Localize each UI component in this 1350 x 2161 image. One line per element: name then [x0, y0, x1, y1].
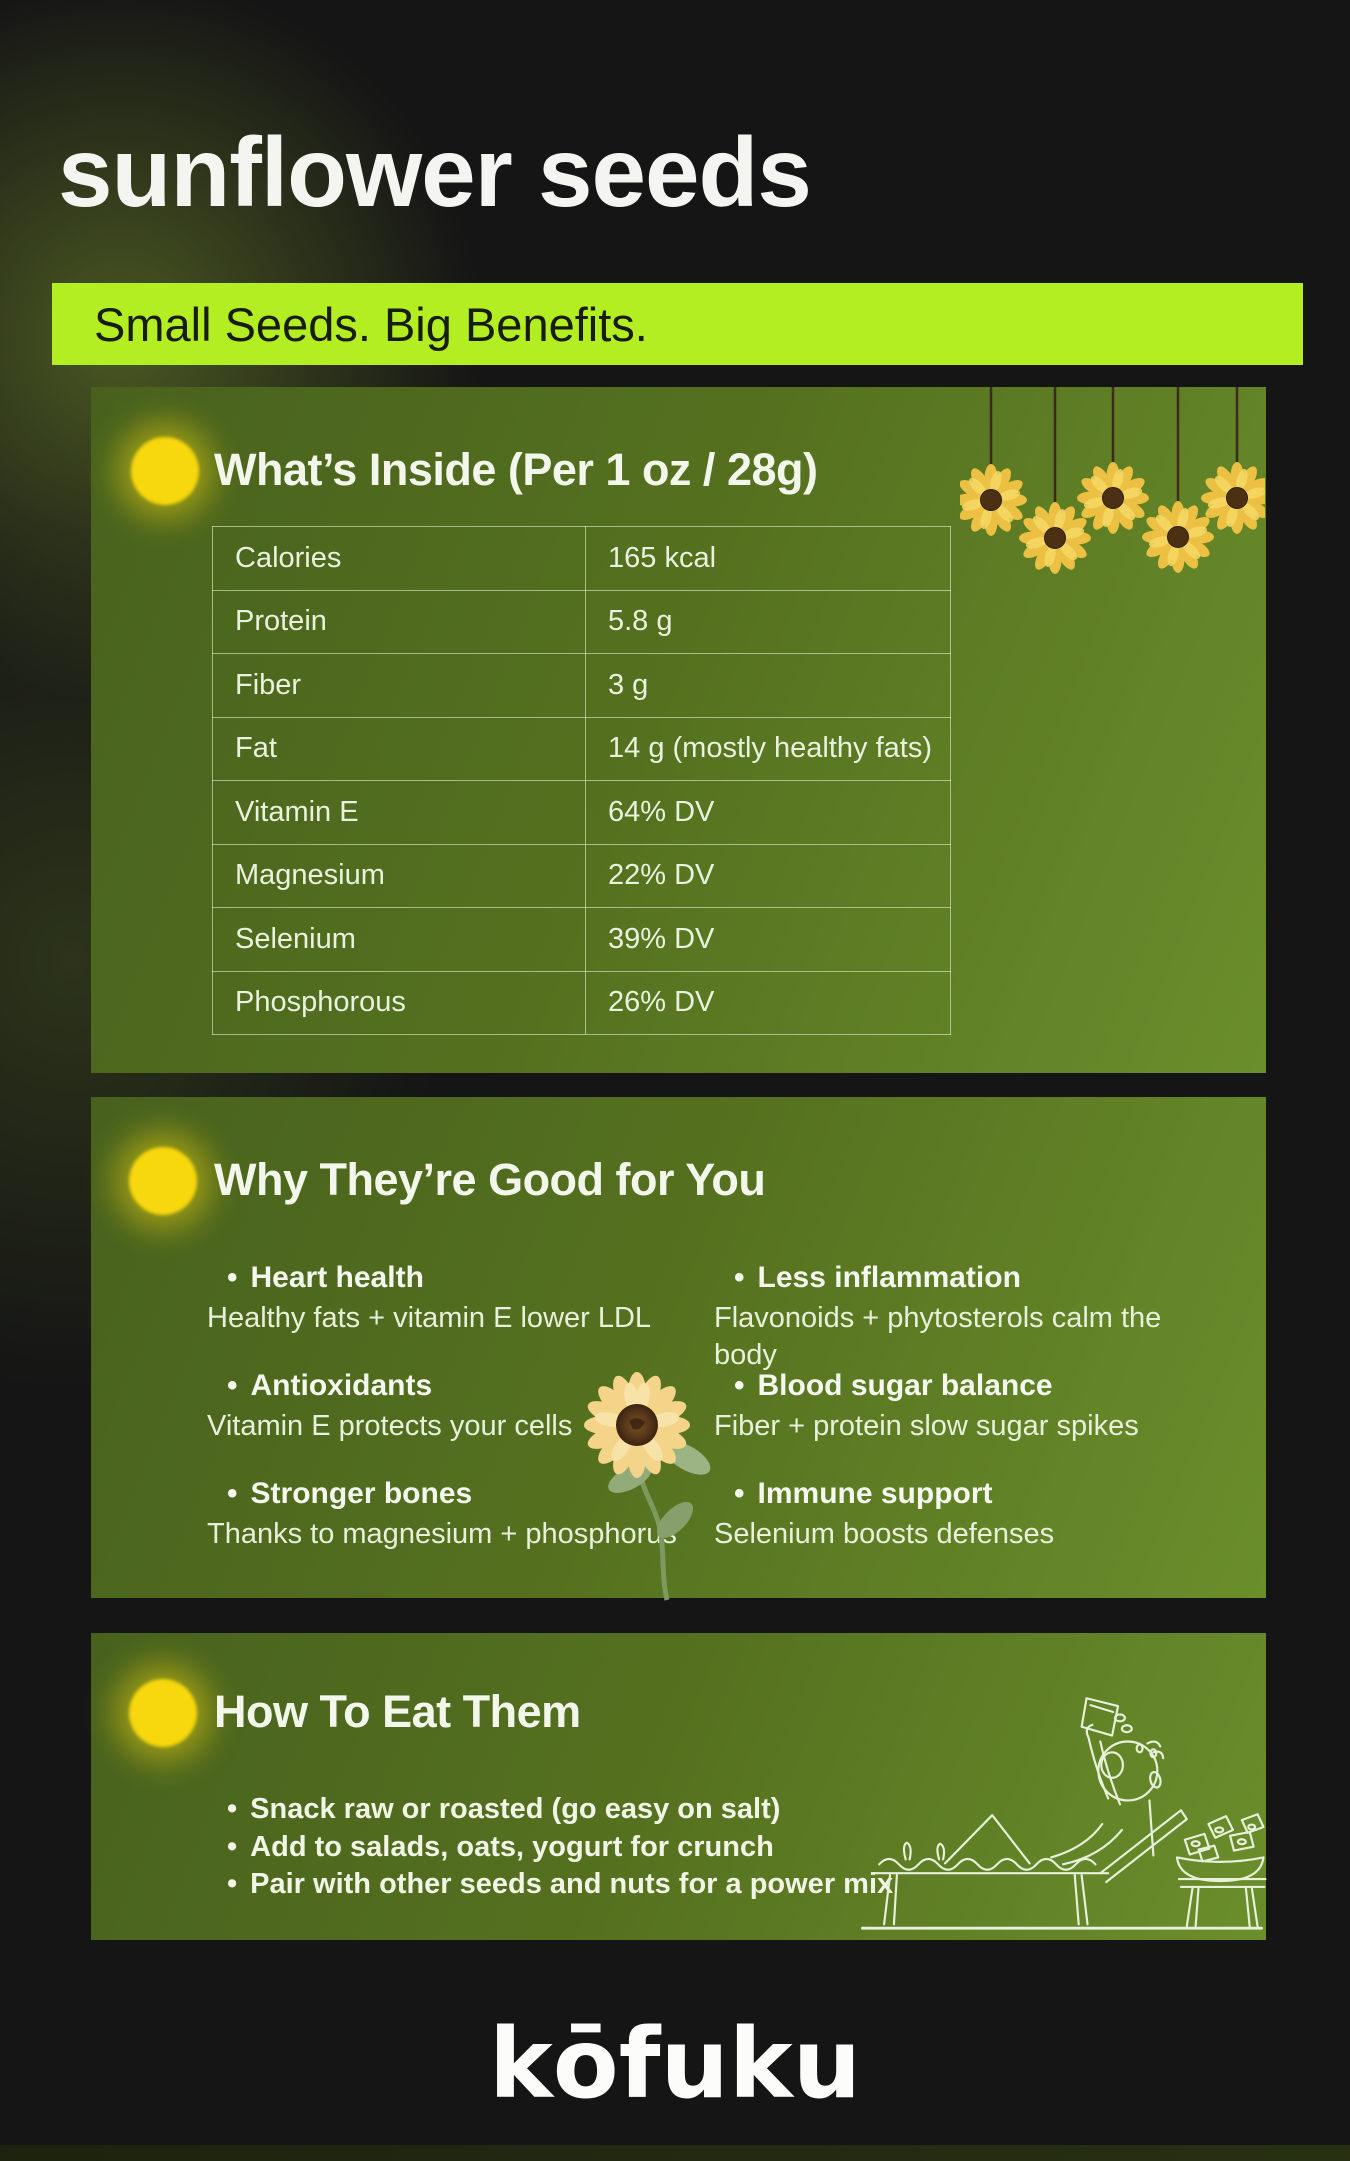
bullet-icon: •	[227, 1261, 238, 1294]
eat-tip-text: Snack raw or roasted (go easy on salt)	[250, 1793, 781, 1825]
benefit-item: • Antioxidants Vitamin E protects your ce…	[207, 1367, 719, 1445]
benefit-item: • Blood sugar balance Fiber + protein slo…	[714, 1367, 1226, 1445]
heading-glow-dot-icon	[131, 437, 199, 505]
benefit-desc: Vitamin E protects your cells	[207, 1410, 573, 1442]
eat-tip-text: Pair with other seeds and nuts for a pow…	[250, 1868, 894, 1900]
table-cell-value: 14 g (mostly healthy fats)	[585, 716, 951, 781]
table-cell-value: 22% DV	[585, 843, 951, 908]
sunflower-icon	[1076, 461, 1150, 535]
bullet-icon: •	[227, 1477, 238, 1510]
benefit-desc: Healthy fats + vitamin E lower LDL	[207, 1302, 652, 1334]
benefits-panel: Why They’re Good for You • Heart health H…	[91, 1097, 1266, 1601]
table-cell-value: 64% DV	[585, 780, 951, 845]
whats-inside-panel: What’s Inside (Per 1 oz / 28g) Calories …	[91, 387, 1266, 1073]
heading-glow-dot-icon	[129, 1679, 197, 1747]
sunflower-icon	[1200, 461, 1265, 535]
list-item: • Snack raw or roasted (go easy on salt)	[227, 1791, 893, 1829]
bullet-icon: •	[227, 1793, 238, 1825]
table-cell-value: 3 g	[585, 653, 951, 718]
table-row: Selenium 39% DV	[212, 907, 951, 972]
table-cell-label: Fiber	[212, 653, 586, 718]
eat-tips-list: • Snack raw or roasted (go easy on salt) …	[227, 1791, 893, 1904]
sunflower-head	[584, 1372, 690, 1478]
benefit-desc: Selenium boosts defenses	[714, 1518, 1055, 1550]
bullet-icon: •	[734, 1369, 745, 1402]
tagline-banner: Small Seeds. Big Benefits.	[52, 283, 1303, 365]
table-row: Magnesium 22% DV	[212, 843, 951, 908]
table-row: Protein 5.8 g	[212, 589, 951, 654]
table-cell-value: 39% DV	[585, 907, 951, 972]
table-row: Phosphorous 26% DV	[212, 970, 951, 1035]
whats-inside-heading: What’s Inside (Per 1 oz / 28g)	[214, 444, 818, 495]
table-cell-value: 26% DV	[585, 970, 951, 1035]
benefit-item: • Stronger bones Thanks to magnesium + ph…	[207, 1475, 719, 1553]
table-cell-value: 5.8 g	[585, 589, 951, 654]
table-row: Fat 14 g (mostly healthy fats)	[212, 716, 951, 781]
table-cell-label: Vitamin E	[212, 780, 586, 845]
table-cell-label: Phosphorous	[212, 970, 586, 1035]
relaxing-snacker-illustration	[861, 1697, 1267, 1930]
sunflower-icon	[1141, 500, 1215, 574]
eat-tip-text: Add to salads, oats, yogurt for crunch	[250, 1830, 774, 1863]
table-cell-label: Fat	[212, 716, 586, 781]
bullet-icon: •	[734, 1261, 745, 1294]
heading-glow-dot-icon	[129, 1147, 197, 1215]
bullet-icon: •	[227, 1868, 238, 1900]
benefit-title: Immune support	[757, 1477, 993, 1510]
how-to-eat-panel: How To Eat Them • Snack raw or roasted (g…	[91, 1633, 1267, 1940]
how-to-eat-heading: How To Eat Them	[214, 1686, 581, 1737]
table-cell-label: Calories	[212, 526, 586, 591]
brand-logo: kōfuku	[488, 2008, 862, 2120]
table-cell-value: 165 kcal	[585, 526, 951, 591]
benefit-desc: Thanks to magnesium + phosphorus	[207, 1518, 677, 1550]
benefit-title: Less inflammation	[757, 1261, 1021, 1294]
table-cell-label: Selenium	[212, 907, 586, 972]
table-cell-label: Magnesium	[212, 843, 586, 908]
list-item: • Pair with other seeds and nuts for a po…	[227, 1866, 893, 1904]
benefit-title: Heart health	[250, 1261, 424, 1294]
table-row: Fiber 3 g	[212, 653, 951, 718]
sunflower-icon	[960, 463, 1028, 537]
benefit-title: Blood sugar balance	[757, 1369, 1053, 1402]
page-title: sunflower seeds	[58, 117, 812, 227]
benefits-heading: Why They’re Good for You	[214, 1154, 766, 1205]
benefit-title: Antioxidants	[250, 1369, 433, 1402]
sunflower-icon	[1018, 501, 1092, 575]
sunflower-stem-illustration	[584, 1372, 711, 1601]
bottom-accent-strip	[0, 2145, 1350, 2161]
bullet-icon: •	[227, 1369, 238, 1402]
table-cell-label: Protein	[212, 589, 586, 654]
bullet-icon: •	[227, 1830, 238, 1863]
benefit-desc: Flavonoids + phytosterols calm the body	[714, 1302, 1162, 1371]
benefit-item: • Heart health Healthy fats + vitamin E l…	[207, 1259, 719, 1337]
list-item: • Add to salads, oats, yogurt for crunch	[227, 1829, 893, 1867]
benefit-title: Stronger bones	[250, 1477, 473, 1510]
tagline-text: Small Seeds. Big Benefits.	[94, 297, 648, 351]
benefit-item: • Immune support Selenium boosts defenses	[714, 1475, 1226, 1553]
benefit-desc: Fiber + protein slow sugar spikes	[714, 1410, 1139, 1442]
benefit-item: • Less inflammation Flavonoids + phytoste…	[714, 1259, 1226, 1374]
table-row: Calories 165 kcal	[212, 526, 951, 591]
table-row: Vitamin E 64% DV	[212, 780, 951, 845]
hanging-sunflowers-illustration	[960, 387, 1265, 575]
nutrition-table: Calories 165 kcal Protein 5.8 g Fiber 3 …	[212, 526, 951, 1035]
bullet-icon: •	[734, 1477, 745, 1510]
